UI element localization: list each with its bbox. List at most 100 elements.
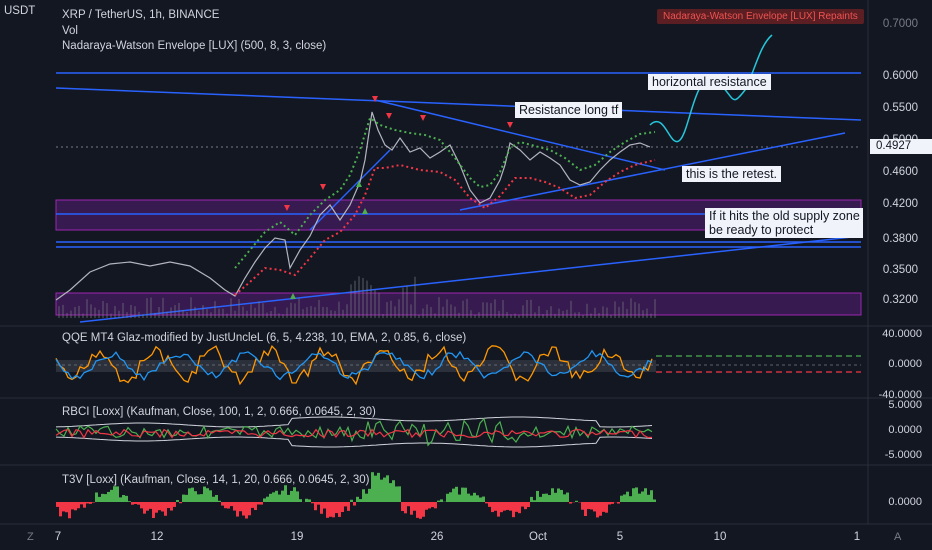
t3v-bar <box>383 477 386 502</box>
volume-bar <box>458 312 460 318</box>
qqe-axis-label: -40.0000 <box>878 389 922 401</box>
t3v-bar <box>482 496 485 502</box>
t3v-bar <box>179 502 182 504</box>
annotation-resistance-long-tf[interactable]: Resistance long tf <box>515 102 623 118</box>
volume-bar <box>538 306 540 318</box>
t3v-bar <box>437 500 440 502</box>
t3v-bar <box>317 502 320 505</box>
t3v-bar <box>617 502 620 504</box>
envelope-upper <box>234 116 656 269</box>
volume-bar <box>186 311 188 318</box>
t3v-bar <box>314 502 317 511</box>
t3v-bar <box>224 502 227 509</box>
rbci-axis-label: 0.0000 <box>888 424 922 436</box>
t3v-bar <box>503 502 506 511</box>
volume-bar <box>418 314 420 318</box>
t3v-bar <box>509 502 512 511</box>
t3v-bar <box>422 502 425 517</box>
volume-bar <box>410 304 412 318</box>
volume-bar <box>350 284 352 318</box>
volume-bar <box>486 302 488 318</box>
annotation-retest[interactable]: this is the retest. <box>682 166 782 182</box>
qqe-neutral-zone <box>56 360 656 372</box>
t3v-bar <box>608 502 611 505</box>
volume-bar <box>226 313 228 318</box>
qqe-legend[interactable]: QQE MT4 Glaz-modified by JustUncleL (6, … <box>62 332 467 344</box>
volume-bar <box>206 309 208 318</box>
t3v-bar <box>176 500 179 502</box>
t3v-bar <box>461 487 464 502</box>
t3v-bar <box>92 502 95 503</box>
volume-bar <box>414 276 416 318</box>
volume-bar <box>74 307 76 318</box>
volume-bar <box>230 298 232 318</box>
t3v-bar <box>353 502 356 506</box>
t3v-bar <box>143 502 146 514</box>
nadaraya-legend[interactable]: Nadaraya-Watson Envelope [LUX] (500, 8, … <box>62 40 327 52</box>
t3v-bar <box>389 483 392 502</box>
t3v-bar <box>71 502 74 510</box>
volume-bar <box>514 313 516 318</box>
volume-bar <box>118 310 120 318</box>
volume-bar <box>570 300 572 318</box>
volume-bar <box>210 312 212 318</box>
rbci-legend[interactable]: RBCI [Loxx] (Kaufman, Close, 100, 1, 2, … <box>62 406 376 418</box>
t3v-legend[interactable]: T3V [Loxx] (Kaufman, Close, 14, 1, 20, 0… <box>62 474 370 486</box>
volume-bar <box>102 300 104 318</box>
t3v-bar <box>125 495 128 502</box>
t3v-bar <box>287 494 290 502</box>
price-axis-label: 0.5500 <box>882 102 918 114</box>
qqe-axis-label: 0.0000 <box>888 358 922 370</box>
envelope-lower <box>234 159 656 296</box>
volume-bar <box>258 301 260 318</box>
volume-bar <box>554 313 556 318</box>
t3v-bar <box>581 502 584 510</box>
volume-bar <box>66 312 68 318</box>
t3v-bar <box>206 488 209 502</box>
volume-bar <box>138 311 140 318</box>
t3v-bar <box>98 496 101 502</box>
t3v-bar <box>272 492 275 502</box>
t3v-bar <box>161 502 164 512</box>
zoom-reset-icon[interactable]: Z <box>27 531 34 543</box>
t3v-bar <box>146 502 149 511</box>
t3v-bar <box>488 502 491 507</box>
volume-bar <box>462 300 464 318</box>
volume-bar <box>622 301 624 318</box>
volume-legend[interactable]: Vol <box>62 25 78 37</box>
t3v-bar <box>203 486 206 502</box>
volume-bar <box>654 299 656 318</box>
t3v-bar <box>584 502 587 517</box>
auto-scale-icon[interactable]: A <box>894 531 902 543</box>
volume-bar <box>406 285 408 318</box>
annotation-supply-line-2: be ready to protect <box>709 223 814 237</box>
volume-bar <box>194 306 196 318</box>
t3v-bar <box>95 492 98 502</box>
symbol-title[interactable]: XRP / TetherUS, 1h, BINANCE <box>62 9 220 21</box>
t3v-bar <box>620 495 623 502</box>
volume-bar <box>626 308 628 318</box>
volume-bar <box>274 306 276 318</box>
t3v-bar <box>254 502 257 511</box>
qqe-fast-line <box>55 345 653 386</box>
volume-bar <box>638 303 640 318</box>
t3v-bar <box>269 493 272 502</box>
t3v-bar <box>293 487 296 502</box>
annotation-horizontal-resistance[interactable]: horizontal resistance <box>648 74 771 90</box>
volume-bar <box>490 303 492 318</box>
time-axis-label: 1 <box>853 531 861 543</box>
rbci-lower-band <box>55 436 653 448</box>
volume-bar <box>434 313 436 318</box>
t3v-bar <box>341 502 344 512</box>
t3v-bar <box>455 486 458 502</box>
t3v-bar <box>425 502 428 510</box>
annotation-supply-zone[interactable]: If it hits the old supply zone be ready … <box>705 208 863 238</box>
volume-bar <box>78 305 80 318</box>
volume-bar <box>326 307 328 318</box>
volume-bar <box>146 298 148 318</box>
t3v-axis-label: 0.0000 <box>888 496 922 508</box>
rbci-axis-label: -5.0000 <box>884 449 922 461</box>
time-axis-label: 10 <box>713 531 727 543</box>
volume-bar <box>446 299 448 318</box>
